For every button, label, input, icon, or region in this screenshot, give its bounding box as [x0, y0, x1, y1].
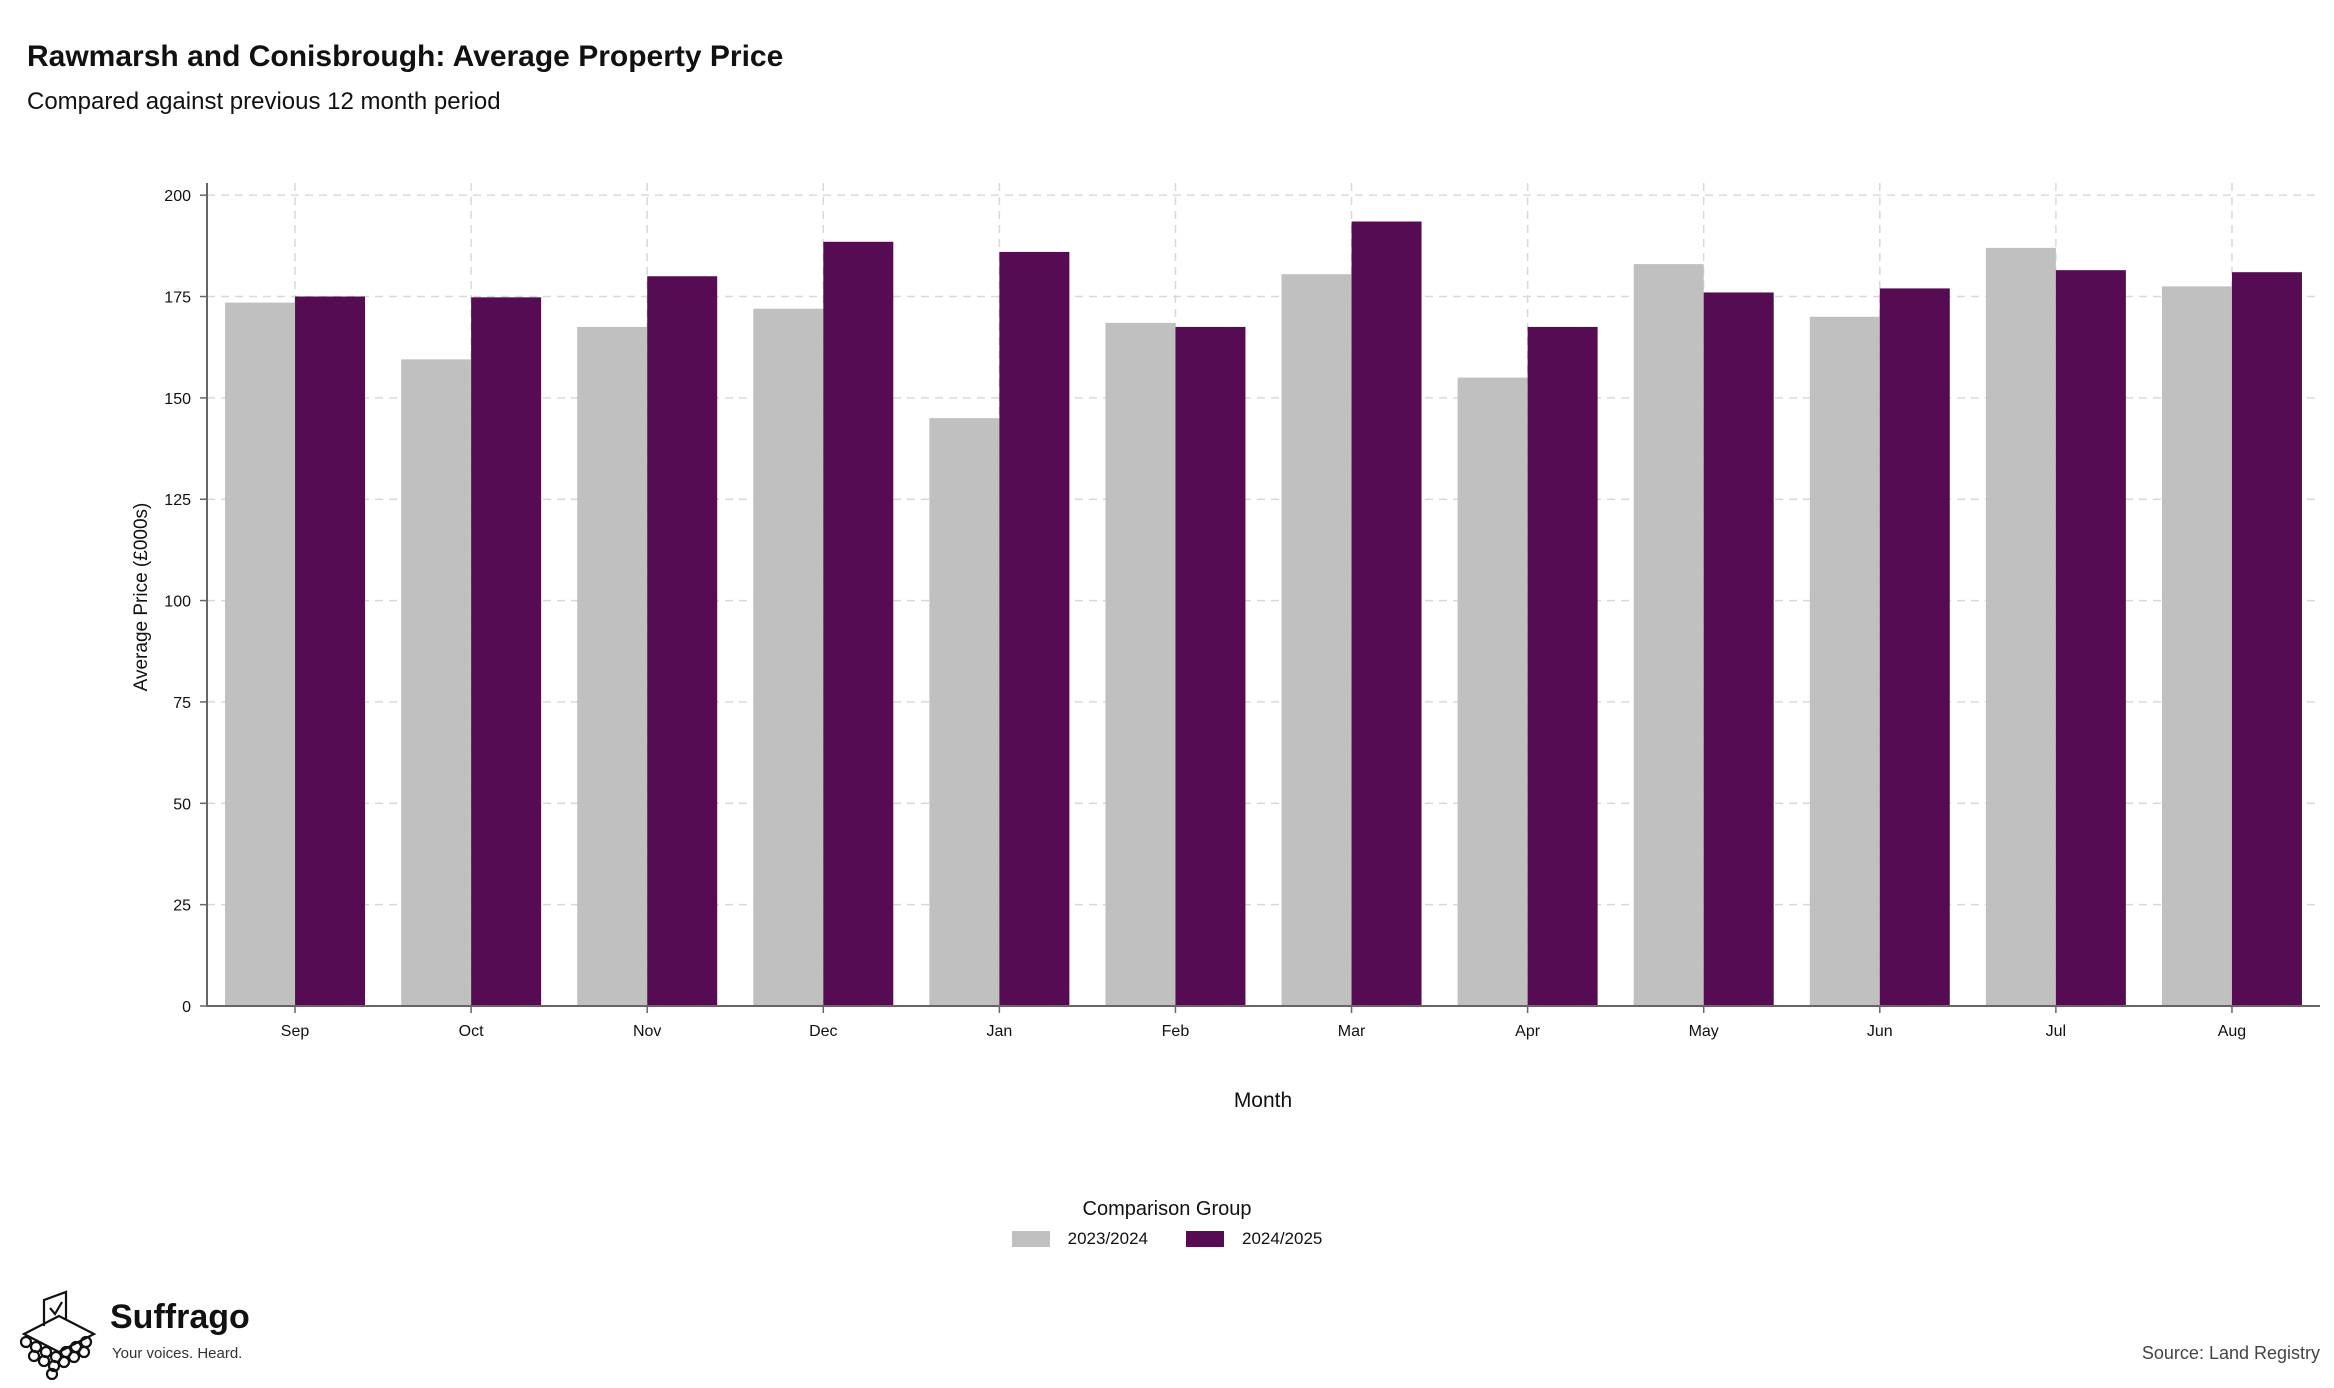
ballot-box-icon: [19, 1290, 97, 1380]
y-tick-label: 200: [164, 188, 191, 205]
bar-jul-2023-2024: [1985, 247, 2056, 1006]
bar-may-2023-2024: [1633, 264, 1704, 1006]
x-tick-label: Feb: [1162, 1023, 1190, 1040]
x-tick-label: Jul: [2046, 1023, 2066, 1040]
legend-item-2024-2025: 2024/2025: [1186, 1229, 1322, 1249]
bar-jan-2023-2024: [929, 418, 1000, 1007]
bar-jul-2024-2025: [2055, 270, 2126, 1006]
x-tick-label: Dec: [809, 1023, 837, 1040]
x-tick-label: Nov: [633, 1023, 661, 1040]
x-tick-label: Apr: [1515, 1023, 1541, 1040]
legend: Comparison Group 2023/2024 2024/2025: [0, 1198, 2334, 1252]
x-tick-label: Mar: [1338, 1023, 1366, 1040]
legend-items: 2023/2024 2024/2025: [1011, 1229, 1322, 1249]
bar-oct-2023-2024: [401, 359, 472, 1006]
x-axis-label: Month: [1234, 1089, 1292, 1112]
bar-may-2024-2025: [1703, 292, 1774, 1007]
y-tick-label: 50: [173, 796, 191, 813]
y-tick-label: 125: [164, 492, 191, 509]
x-tick-label: Aug: [2218, 1023, 2246, 1040]
bar-aug-2023-2024: [2161, 286, 2232, 1006]
bar-sep-2024-2025: [295, 296, 366, 1007]
bar-mar-2024-2025: [1351, 221, 1422, 1007]
legend-label: 2023/2024: [1067, 1229, 1148, 1248]
legend-title: Comparison Group: [1082, 1198, 1252, 1220]
legend-label: 2024/2025: [1242, 1229, 1323, 1248]
source-note: Source: Land Registry: [2141, 1343, 2320, 1363]
legend-swatch: [1186, 1231, 1224, 1247]
x-tick-label: Jan: [986, 1023, 1012, 1040]
y-axis-label: Average Price (£000s): [131, 503, 152, 692]
bar-aug-2024-2025: [2231, 272, 2302, 1006]
bar-feb-2024-2025: [1175, 326, 1246, 1006]
bar-oct-2024-2025: [471, 297, 542, 1006]
y-tick-label: 0: [182, 999, 191, 1016]
y-tick-label: 25: [173, 898, 191, 915]
y-tick-label: 150: [164, 391, 191, 408]
bar-dec-2024-2025: [823, 241, 894, 1007]
bar-sep-2023-2024: [225, 302, 296, 1006]
y-tick-label: 175: [164, 290, 191, 307]
x-tick-label: Oct: [459, 1023, 484, 1040]
bar-jun-2024-2025: [1879, 288, 1950, 1006]
bar-nov-2024-2025: [647, 276, 718, 1006]
bar-apr-2024-2025: [1527, 326, 1598, 1006]
x-tick-label: Jun: [1867, 1023, 1893, 1040]
brand-name: Suffrago: [110, 1298, 250, 1336]
chart-title: Rawmarsh and Conisbrough: Average Proper…: [27, 40, 784, 73]
bar-apr-2023-2024: [1457, 377, 1528, 1007]
bar-chart: 0 25 50 75 100 125 150 175 200 Sep Oct Nov Dec Jan Feb…: [131, 183, 2320, 1112]
y-tick-label: 75: [173, 695, 191, 712]
y-tick-label: 100: [164, 594, 191, 611]
brand-tagline: Your voices. Heard.: [112, 1345, 243, 1362]
bar-jan-2024-2025: [999, 251, 1070, 1006]
bar-dec-2023-2024: [753, 308, 824, 1006]
bar-jun-2023-2024: [1809, 316, 1880, 1006]
legend-swatch: [1011, 1231, 1050, 1247]
legend-item-2023-2024: 2023/2024: [1011, 1229, 1148, 1249]
x-tick-label: May: [1689, 1023, 1719, 1040]
x-tick-label: Sep: [281, 1023, 310, 1040]
bar-feb-2023-2024: [1105, 322, 1176, 1006]
bars: [225, 221, 2302, 1007]
bar-nov-2023-2024: [577, 326, 648, 1006]
chart-subtitle: Compared against previous 12 month perio…: [27, 88, 501, 115]
axes: 0 25 50 75 100 125 150 175 200 Sep Oct Nov Dec Jan Feb…: [164, 183, 2320, 1040]
bar-mar-2023-2024: [1281, 274, 1352, 1006]
